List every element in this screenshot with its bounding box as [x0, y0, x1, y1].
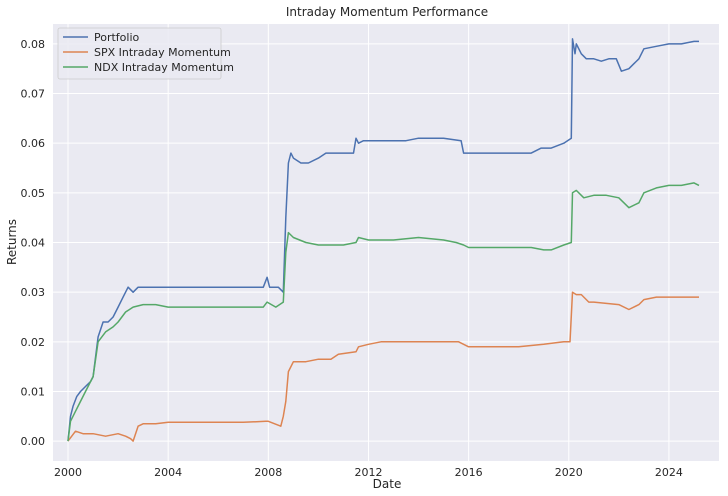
legend-label-ndx: NDX Intraday Momentum [94, 61, 234, 74]
x-tick-label: 2020 [555, 466, 583, 479]
series-line-spx [67, 291, 699, 442]
y-tick-label: 0.00 [21, 435, 46, 448]
x-tick-label: 2004 [154, 466, 182, 479]
tick-layer: 2000 2004 2008 2012 2016 2020 2024 0.00 0.01 0.02… [21, 38, 683, 479]
y-tick-label: 0.06 [21, 137, 46, 150]
legend: Portfolio SPX Intraday Momentum NDX Intr… [57, 27, 234, 80]
y-tick-label: 0.03 [21, 286, 46, 299]
series-line-portfolio [67, 38, 699, 442]
chart-title: Intraday Momentum Performance [286, 5, 488, 19]
x-tick-label: 2016 [455, 466, 483, 479]
y-tick-label: 0.07 [21, 88, 46, 101]
grid-layer [53, 24, 719, 461]
legend-label-portfolio: Portfolio [94, 31, 140, 44]
series-line-ndx [67, 182, 700, 442]
x-axis-title: Date [373, 477, 402, 491]
x-tick-label: 2024 [655, 466, 683, 479]
y-tick-label: 0.01 [21, 385, 46, 398]
series-layer [67, 38, 700, 442]
x-tick-label: 2000 [54, 466, 82, 479]
y-tick-label: 0.04 [21, 237, 46, 250]
legend-box [57, 27, 222, 80]
y-tick-label: 0.05 [21, 187, 46, 200]
y-axis-title: Returns [5, 219, 19, 265]
x-tick-label: 2008 [254, 466, 282, 479]
y-tick-label: 0.02 [21, 336, 46, 349]
y-tick-label: 0.08 [21, 38, 46, 51]
x-tick-label: 2012 [354, 466, 382, 479]
legend-label-spx: SPX Intraday Momentum [94, 46, 231, 59]
